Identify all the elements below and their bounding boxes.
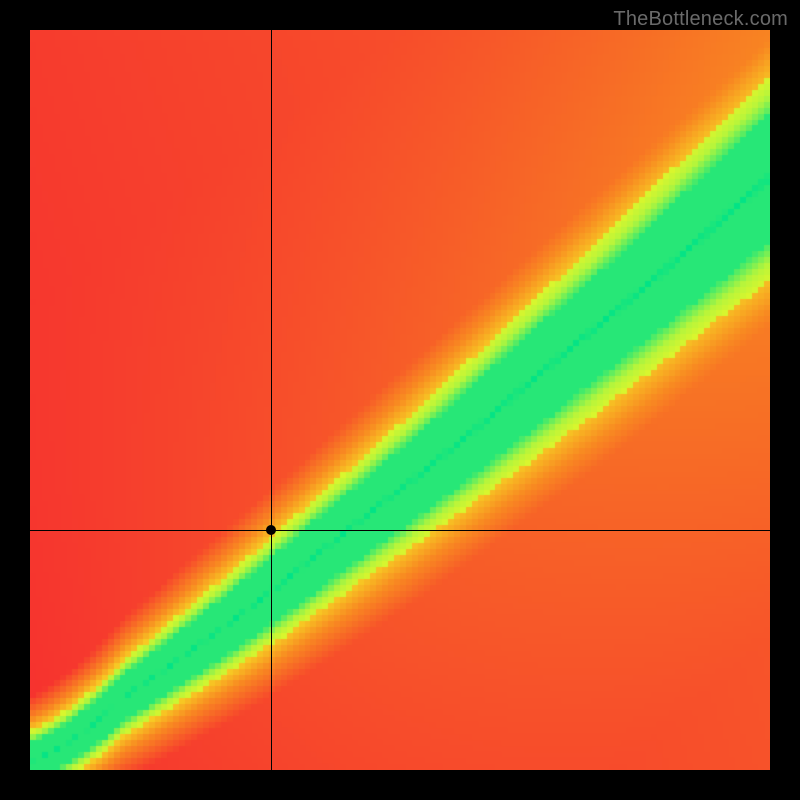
watermark-text: TheBottleneck.com	[613, 8, 788, 31]
data-point-marker	[266, 525, 276, 535]
plot-area	[30, 30, 770, 770]
heatmap-canvas	[30, 30, 770, 770]
plot-frame	[0, 0, 800, 800]
crosshair-horizontal	[30, 530, 770, 531]
crosshair-vertical	[271, 30, 272, 770]
chart-container: TheBottleneck.com	[0, 0, 800, 800]
